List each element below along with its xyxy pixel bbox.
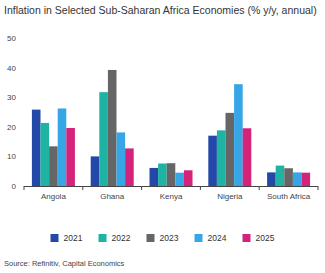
- x-tick: [259, 186, 260, 190]
- bar: [49, 146, 58, 186]
- legend-swatch: [243, 234, 251, 242]
- x-tick: [318, 186, 319, 190]
- bar: [276, 166, 285, 186]
- bar: [125, 148, 134, 186]
- chart: Inflation in Selected Sub-Saharan Africa…: [0, 0, 325, 273]
- y-tick-label: 20: [7, 123, 16, 132]
- x-tick-label: Ghana: [100, 192, 125, 201]
- bar: [32, 110, 41, 186]
- title: Inflation in Selected Sub-Saharan Africa…: [4, 4, 317, 16]
- x-tick: [200, 186, 201, 190]
- y-tick-label: 50: [7, 34, 16, 43]
- x-tick: [141, 186, 142, 190]
- legend-swatch: [195, 234, 203, 242]
- x-tick: [82, 186, 83, 190]
- bar: [302, 173, 311, 186]
- bar: [267, 172, 276, 186]
- bar: [91, 156, 100, 186]
- bar: [184, 170, 193, 186]
- y-tick-label: 0: [12, 182, 17, 191]
- legend-swatch: [147, 234, 155, 242]
- bar: [117, 132, 126, 186]
- legend-label: 2024: [208, 233, 227, 243]
- source: Source: Refinitiv, Capital Economics: [4, 259, 125, 268]
- x-tick: [24, 186, 25, 190]
- bar: [41, 123, 50, 186]
- y-tick-label: 40: [7, 64, 16, 73]
- legend-swatch: [51, 234, 59, 242]
- bar: [158, 164, 167, 186]
- bar: [108, 70, 117, 186]
- legend-label: 2025: [256, 233, 275, 243]
- bar: [99, 92, 108, 186]
- bar: [167, 163, 176, 186]
- bar: [284, 168, 293, 186]
- bar: [208, 136, 217, 186]
- bar: [150, 168, 159, 186]
- legend-label: 2023: [160, 233, 179, 243]
- legend-label: 2021: [64, 233, 83, 243]
- bar: [175, 173, 184, 186]
- legend-label: 2022: [112, 233, 131, 243]
- bar: [234, 84, 243, 186]
- y-tick-label: 30: [7, 93, 16, 102]
- legend-swatch: [99, 234, 107, 242]
- x-tick-label: South Africa: [267, 192, 311, 201]
- bar: [217, 130, 226, 186]
- bar: [226, 113, 235, 186]
- bars: [32, 70, 310, 186]
- bar: [243, 128, 252, 186]
- x-axis: [24, 186, 318, 187]
- bar: [293, 172, 302, 186]
- bar: [66, 128, 75, 186]
- x-tick-label: Angola: [41, 192, 66, 201]
- y-tick-label: 10: [7, 152, 16, 161]
- x-tick-label: Nigeria: [217, 192, 243, 201]
- bar: [58, 108, 67, 186]
- x-tick-label: Kenya: [160, 192, 183, 201]
